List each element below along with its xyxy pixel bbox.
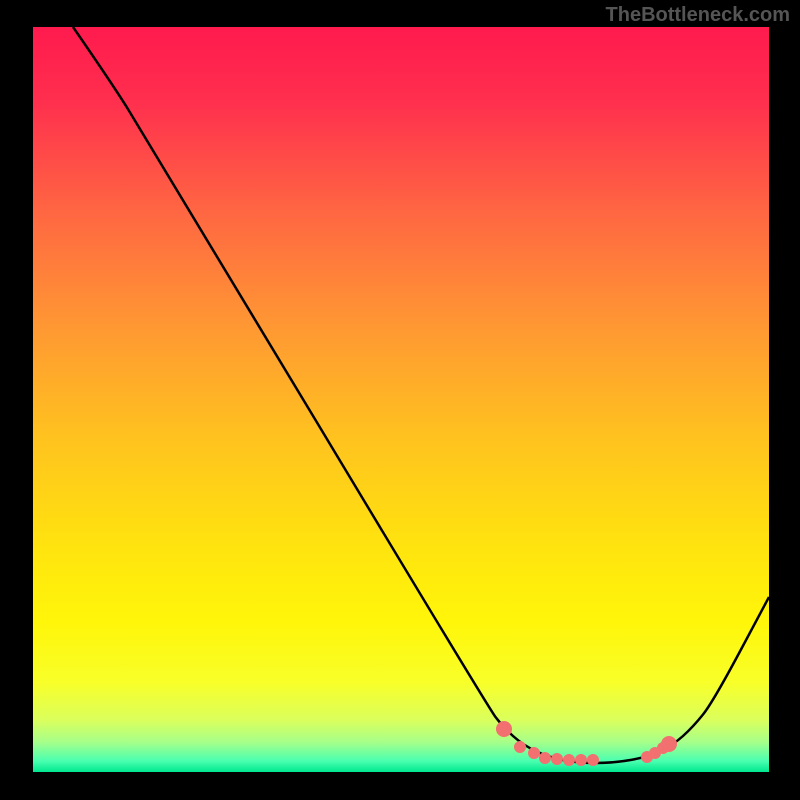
optimal-range-marker <box>539 752 551 764</box>
optimal-range-marker <box>528 747 540 759</box>
optimal-range-marker <box>587 754 599 766</box>
bottleneck-curve <box>73 27 769 763</box>
watermark: TheBottleneck.com <box>606 4 790 27</box>
optimal-range-marker <box>575 754 587 766</box>
optimal-range-marker <box>661 736 677 752</box>
optimal-range-marker <box>514 741 526 753</box>
optimal-range-marker <box>496 721 512 737</box>
chart-curve-layer <box>33 27 769 772</box>
chart-plot-area <box>33 27 769 772</box>
optimal-range-marker <box>563 754 575 766</box>
optimal-range-marker <box>551 753 563 765</box>
